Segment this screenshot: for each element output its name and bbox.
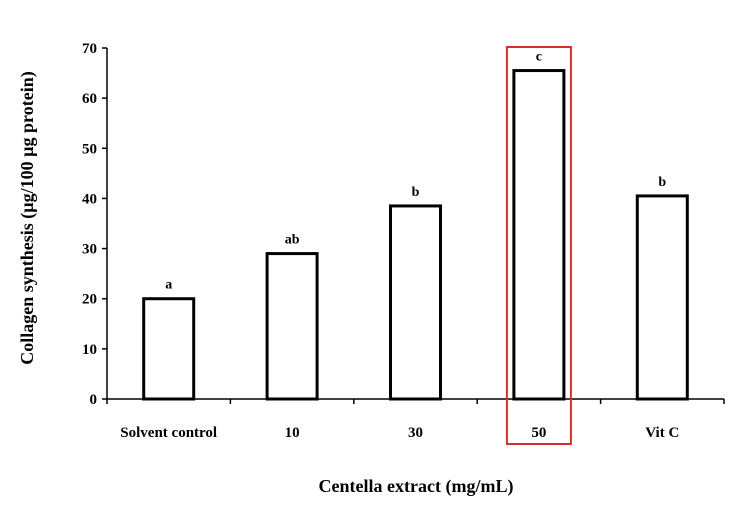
y-tick-label: 40 [82, 191, 97, 207]
highlight-box [505, 46, 572, 445]
significance-label: b [658, 175, 666, 190]
bars-group: a ab b c b [142, 46, 689, 445]
y-tick-label: 10 [82, 342, 97, 358]
bar-50 [512, 69, 566, 401]
y-axis: 0 10 20 30 40 50 60 70 [82, 41, 108, 408]
x-tick-label: Solvent control [120, 425, 217, 441]
x-tick-label: 30 [408, 425, 423, 441]
y-tick-label: 0 [90, 392, 98, 408]
y-tick-label: 60 [82, 91, 97, 107]
y-tick-label: 50 [82, 141, 97, 157]
y-tick-label: 30 [82, 242, 97, 258]
bar-30 [389, 204, 442, 401]
significance-label: ab [285, 233, 300, 248]
y-tick-label: 20 [82, 292, 97, 308]
y-axis-title: Collagen synthesis (µg/100 µg protein) [17, 71, 38, 364]
bar-solvent-control [142, 297, 196, 401]
bar-vit-c [635, 194, 689, 401]
significance-label: a [165, 278, 172, 293]
x-tick-label: 50 [531, 425, 546, 441]
x-tick-label: Vit C [645, 425, 679, 441]
y-tick-label: 70 [82, 41, 97, 57]
x-axis-title: Centella extract (mg/mL) [319, 476, 514, 497]
significance-label: c [536, 50, 542, 65]
x-tick-label: 10 [285, 425, 300, 441]
significance-label: b [412, 185, 420, 200]
bar-10 [265, 252, 319, 401]
x-axis: Solvent control 10 30 50 Vit C [106, 398, 725, 441]
